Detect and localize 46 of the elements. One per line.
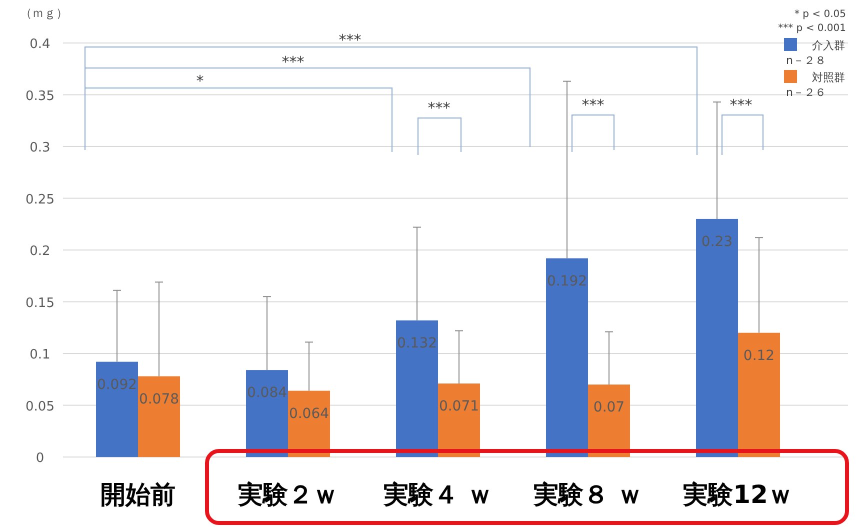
bar: [438, 384, 480, 457]
x-tick-label: 実験４ ｗ: [382, 480, 492, 509]
y-tick-label: 0.1: [30, 348, 50, 362]
x-tick-label: 実験12ｗ: [682, 480, 793, 509]
data-label: 0.12: [743, 348, 775, 364]
bar: [738, 332, 780, 457]
bar: [396, 320, 438, 457]
bar: [246, 370, 288, 457]
bar: [138, 376, 180, 457]
annotation: n－２６: [786, 86, 826, 99]
y-tick-label: 0.05: [26, 399, 54, 414]
x-tick-label: 実験２ｗ: [237, 480, 338, 509]
annotation: ***: [282, 53, 305, 71]
data-label: 0.23: [701, 234, 733, 250]
y-tick-label: 0.2: [30, 244, 50, 259]
y-tick-label: 0.35: [26, 88, 54, 104]
bar: [588, 384, 630, 457]
data-label: 0.084: [246, 385, 288, 402]
annotation: ***: [730, 96, 753, 114]
data-label: 0.064: [288, 406, 330, 422]
bar: [696, 218, 738, 457]
bar: [546, 258, 588, 457]
y-tick-label: 0.15: [26, 296, 54, 311]
y-tick-label: 0.4: [30, 37, 50, 52]
data-label: 0.078: [138, 391, 180, 408]
x-tick-label: 実験８ ｗ: [532, 480, 642, 509]
text: *** p < 0.001: [778, 23, 846, 34]
bar: [96, 362, 138, 457]
annotation: ***: [582, 96, 605, 114]
annotation: *: [196, 72, 204, 90]
y-axis-title: （ｍｇ）: [20, 6, 68, 20]
legend-label: 介入群: [812, 39, 845, 52]
annotation: ***: [338, 31, 362, 49]
data-label: 0.192: [546, 273, 588, 290]
x-tick-label: 開始前: [100, 480, 176, 509]
y-tick-label: 0.25: [26, 192, 54, 208]
data-label: 0.07: [593, 400, 625, 416]
y-tick-label: 0: [36, 451, 44, 466]
data-label: 0.071: [438, 398, 480, 415]
data-label: 0.092: [96, 376, 138, 393]
data-label: 0.132: [396, 335, 438, 352]
annotation: ***: [428, 99, 451, 117]
y-tick-label: 0.3: [30, 140, 50, 156]
annotation: n－２８: [786, 54, 826, 67]
legend-label: 対照群: [812, 71, 845, 84]
text: * p < 0.05: [794, 9, 846, 20]
